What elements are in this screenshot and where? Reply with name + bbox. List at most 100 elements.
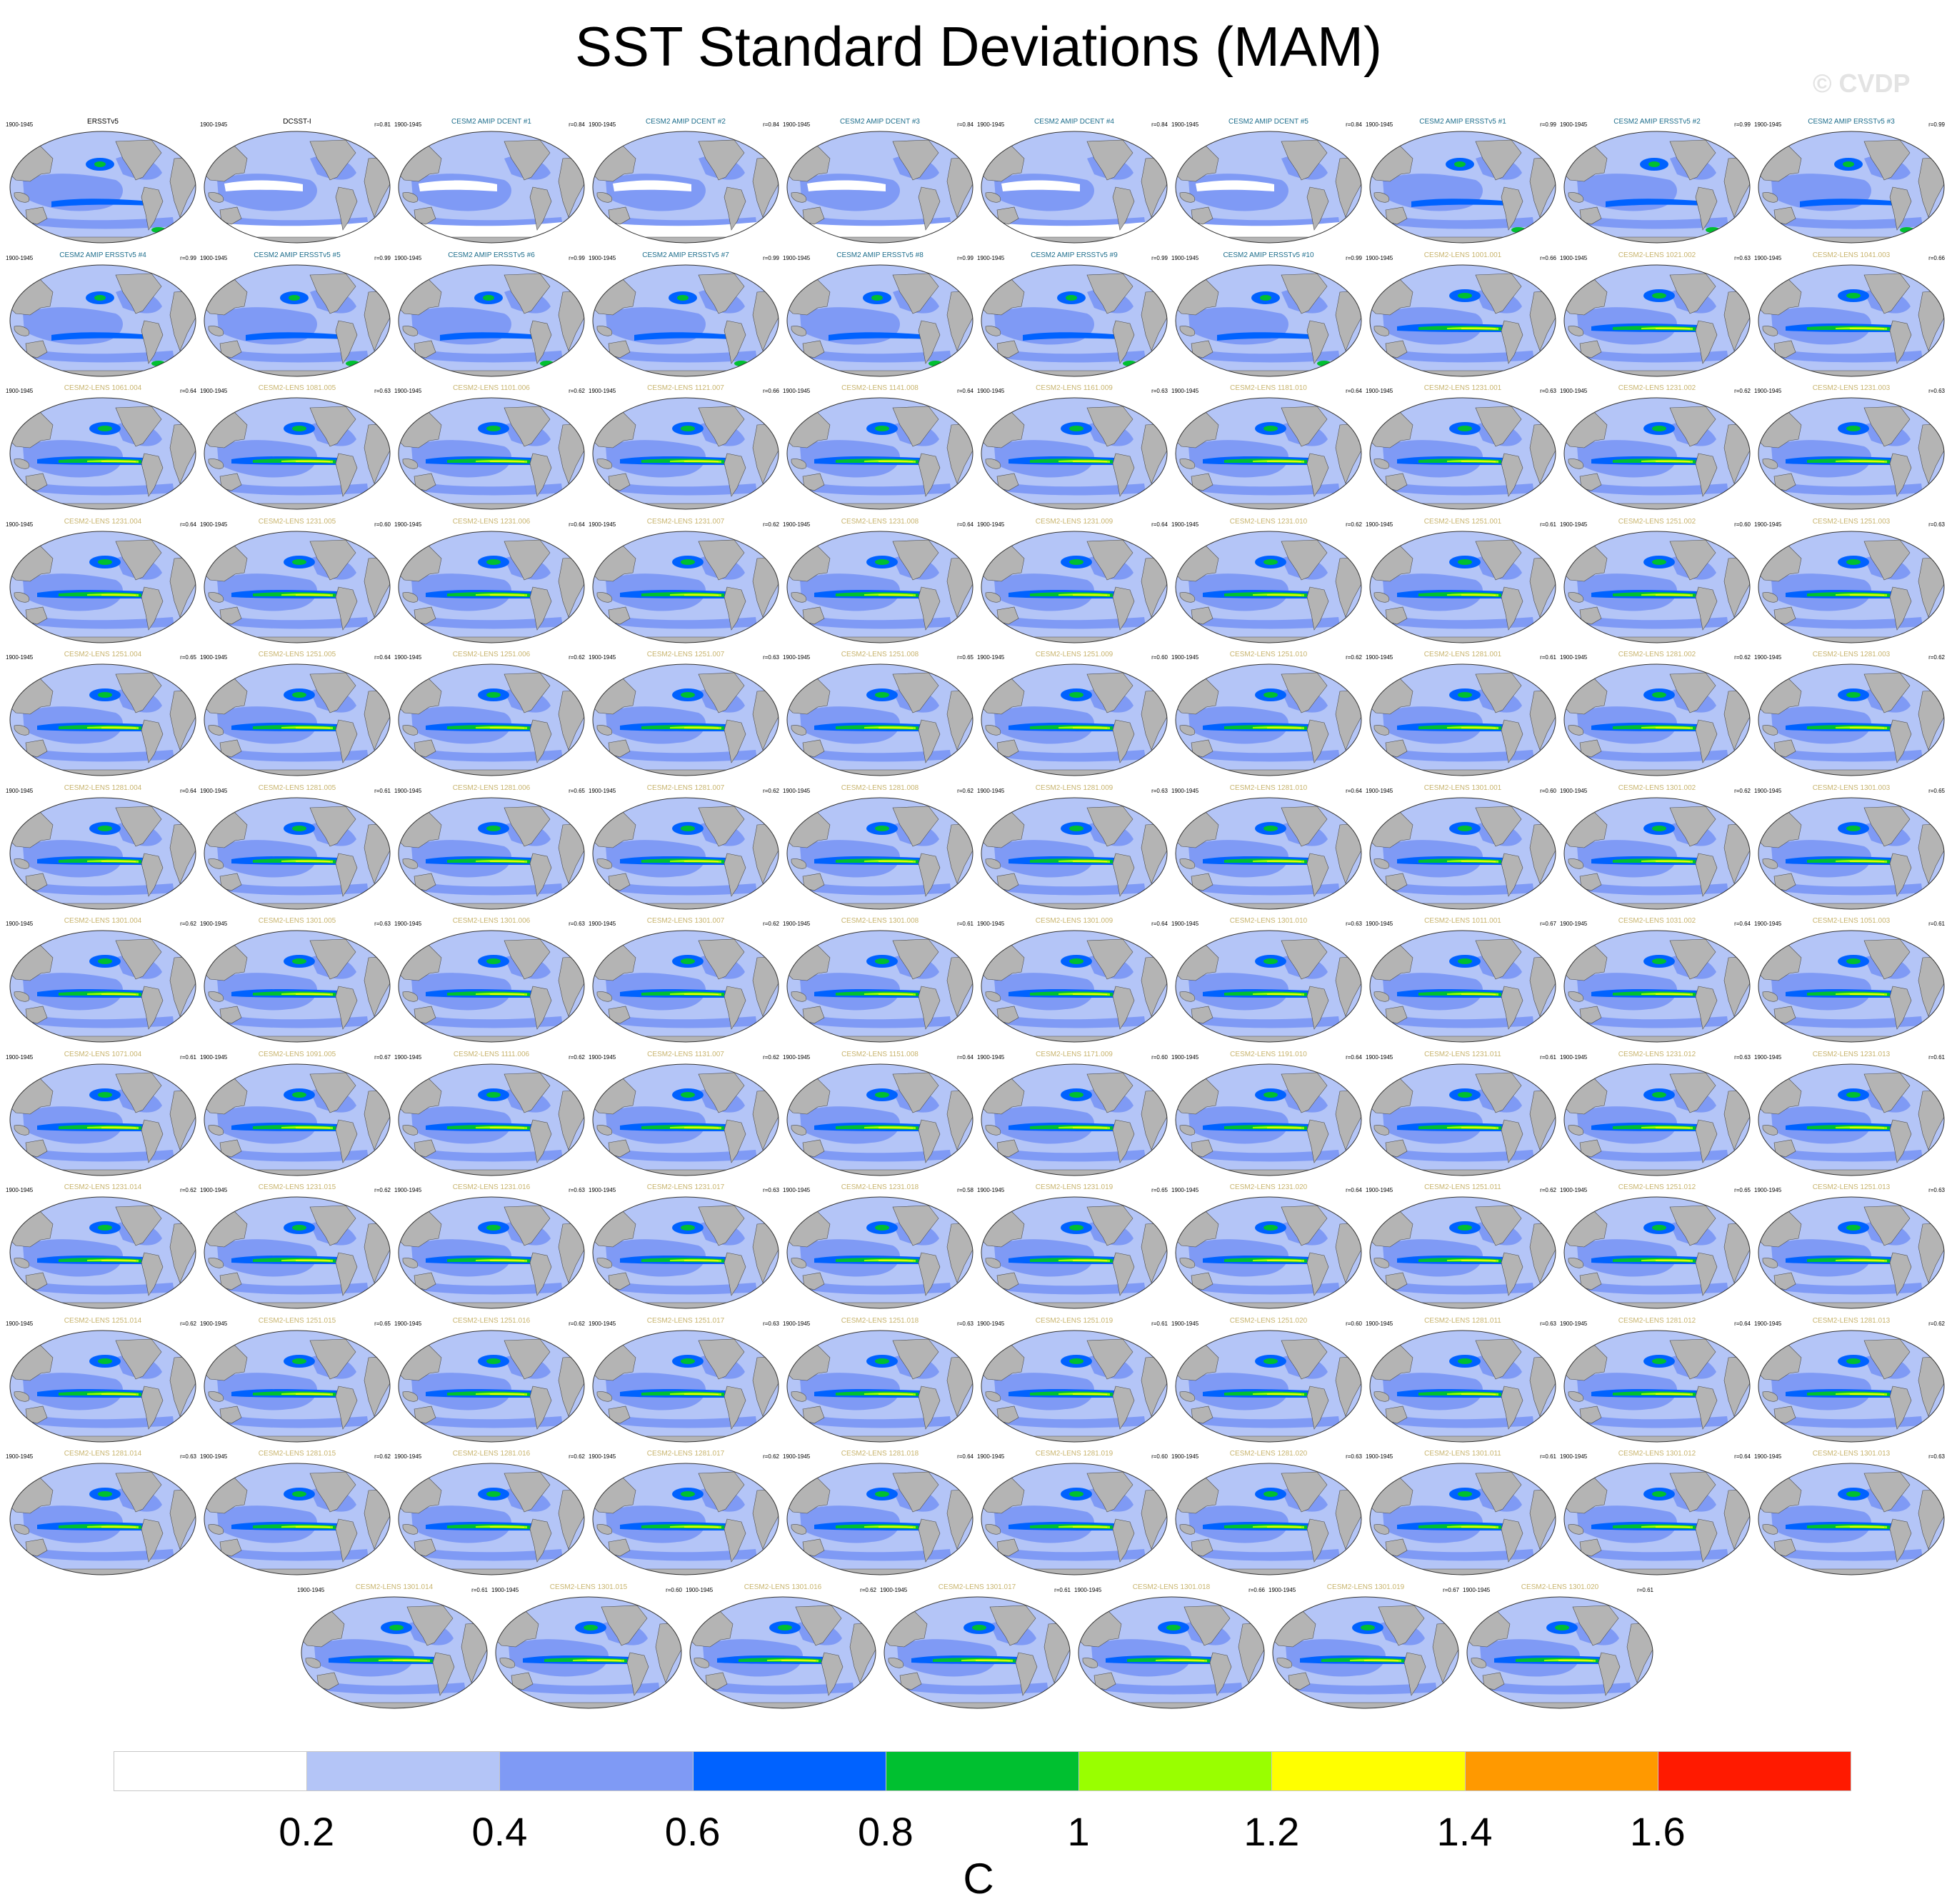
- panel-pattern-correlation: r=0.61: [1928, 1053, 1945, 1061]
- sst-std-map: [1175, 264, 1362, 376]
- panel-case-title: CESM2-LENS 1301.020: [1521, 1583, 1599, 1591]
- sst-std-map: [981, 1196, 1168, 1309]
- map-panel: 1900-1945 CESM2-LENS 1231.017 r=0.63: [589, 1180, 783, 1316]
- sst-std-map: [981, 397, 1168, 510]
- map-panel: 1900-1945 CESM2-LENS 1191.010 r=0.64: [1171, 1047, 1366, 1183]
- panel-period-label: 1900-1945: [783, 1187, 811, 1193]
- sst-std-map: [204, 1330, 391, 1442]
- sst-std-map: [1369, 397, 1556, 510]
- panel-pattern-correlation: r=0.60: [1151, 654, 1168, 661]
- panel-period-label: 1900-1945: [589, 121, 616, 128]
- panel-pattern-correlation: r=0.61: [1540, 521, 1556, 528]
- panel-pattern-correlation: r=0.62: [1540, 1187, 1556, 1193]
- panel-period-label: 1900-1945: [977, 1453, 1005, 1460]
- panel-pattern-correlation: r=0.63: [374, 921, 391, 927]
- map-panel: 1900-1945 CESM2-LENS 1231.008 r=0.64: [783, 514, 977, 650]
- panel-pattern-correlation: r=0.58: [957, 1187, 974, 1193]
- sst-std-map: [398, 397, 585, 510]
- sst-std-map: [786, 1063, 974, 1176]
- panel-period-label: 1900-1945: [6, 1320, 34, 1327]
- panel-pattern-correlation: r=0.61: [374, 787, 391, 794]
- panel-case-title: CESM2-LENS 1301.017: [938, 1583, 1016, 1591]
- map-panel: 1900-1945 CESM2-LENS 1281.013 r=0.62: [1754, 1313, 1948, 1449]
- panel-case-title: CESM2-LENS 1231.020: [1229, 1183, 1308, 1191]
- panel-pattern-correlation: r=0.63: [1928, 521, 1945, 528]
- map-panel: 1900-1945 CESM2 AMIP ERSSTv5 #5 r=0.99: [200, 248, 394, 384]
- sst-std-map: [398, 930, 585, 1043]
- colorbar-tick-label: 1: [1067, 1809, 1090, 1854]
- panel-case-title: CESM2-LENS 1231.009: [1035, 517, 1113, 526]
- panel-pattern-correlation: r=0.65: [957, 654, 974, 661]
- panel-case-title: ERSSTv5: [87, 118, 119, 126]
- sst-std-map: [1563, 264, 1751, 376]
- panel-case-title: CESM2-LENS 1281.012: [1618, 1316, 1696, 1325]
- sst-std-map: [981, 264, 1168, 376]
- map-panel: 1900-1945 CESM2-LENS 1281.001 r=0.61: [1366, 647, 1560, 783]
- map-panel: 1900-1945 CESM2-LENS 1251.007 r=0.63: [589, 647, 783, 783]
- panel-case-title: CESM2-LENS 1281.011: [1424, 1316, 1501, 1325]
- panel-pattern-correlation: r=0.64: [1346, 787, 1362, 794]
- panel-period-label: 1900-1945: [783, 521, 811, 528]
- panel-period-label: 1900-1945: [1560, 1453, 1588, 1460]
- panel-period-label: 1900-1945: [783, 388, 811, 394]
- sst-std-map: [1369, 264, 1556, 376]
- panel-pattern-correlation: r=0.63: [1928, 388, 1945, 394]
- map-panel: 1900-1945 CESM2-LENS 1281.020 r=0.63: [1171, 1446, 1366, 1582]
- panel-case-title: CESM2-LENS 1231.016: [452, 1183, 531, 1191]
- sst-std-map: [9, 930, 196, 1043]
- panel-case-title: CESM2-LENS 1231.019: [1035, 1183, 1113, 1191]
- panel-period-label: 1900-1945: [589, 1053, 616, 1061]
- panel-case-title: CESM2 AMIP ERSSTv5 #3: [1808, 118, 1895, 126]
- panel-case-title: CESM2-LENS 1301.006: [452, 917, 531, 925]
- panel-period-label: 1900-1945: [1754, 1053, 1782, 1061]
- panel-case-title: CESM2-LENS 1251.017: [646, 1316, 725, 1325]
- map-panel: 1900-1945 CESM2-LENS 1061.004 r=0.64: [6, 381, 200, 516]
- panel-period-label: 1900-1945: [589, 787, 616, 794]
- panel-period-label: 1900-1945: [977, 1053, 1005, 1061]
- sst-std-map: [1272, 1596, 1459, 1708]
- panel-period-label: 1900-1945: [394, 654, 422, 661]
- panel-case-title: CESM2-LENS 1231.006: [452, 517, 531, 526]
- map-panel: 1900-1945 CESM2-LENS 1281.006 r=0.65: [394, 781, 589, 916]
- sst-std-map: [1369, 131, 1556, 244]
- panel-period-label: 1900-1945: [6, 1187, 34, 1193]
- panel-case-title: CESM2-LENS 1171.009: [1036, 1050, 1113, 1058]
- map-panel: 1900-1945 CESM2-LENS 1301.011 r=0.61: [1366, 1446, 1560, 1582]
- panel-pattern-correlation: r=0.62: [763, 1053, 779, 1061]
- panel-pattern-correlation: r=0.66: [1248, 1586, 1265, 1593]
- panel-period-label: 1900-1945: [783, 654, 811, 661]
- panel-case-title: CESM2-LENS 1281.007: [646, 783, 725, 792]
- panel-pattern-correlation: r=0.61: [471, 1586, 488, 1593]
- sst-std-map: [786, 1463, 974, 1575]
- sst-std-map: [1563, 1330, 1751, 1442]
- sst-std-map: [1369, 531, 1556, 643]
- sst-std-map: [1369, 1330, 1556, 1442]
- sst-std-map: [9, 397, 196, 510]
- panel-pattern-correlation: r=0.65: [180, 654, 196, 661]
- panel-case-title: CESM2-LENS 1301.004: [64, 917, 142, 925]
- panel-pattern-correlation: r=0.63: [1346, 1453, 1362, 1460]
- panel-pattern-correlation: r=0.65: [374, 1320, 391, 1327]
- panel-pattern-correlation: r=0.60: [1151, 1453, 1168, 1460]
- panel-period-label: 1900-1945: [1366, 121, 1393, 128]
- panel-pattern-correlation: r=0.62: [1928, 654, 1945, 661]
- panel-case-title: CESM2-LENS 1281.013: [1812, 1316, 1891, 1325]
- panel-pattern-correlation: r=0.60: [374, 521, 391, 528]
- panel-case-title: CESM2-LENS 1251.011: [1424, 1183, 1501, 1191]
- map-panel: 1900-1945 CESM2-LENS 1281.018 r=0.64: [783, 1446, 977, 1582]
- panel-case-title: CESM2-LENS 1251.005: [258, 651, 336, 658]
- map-panel: 1900-1945 CESM2-LENS 1231.012 r=0.63: [1560, 1047, 1754, 1183]
- sst-std-map: [1758, 264, 1945, 376]
- panel-case-title: CESM2-LENS 1151.008: [841, 1050, 919, 1058]
- map-panel: 1900-1945 CESM2-LENS 1161.009 r=0.63: [977, 381, 1171, 516]
- panel-pattern-correlation: r=0.63: [763, 654, 779, 661]
- panel-pattern-correlation: r=0.62: [569, 388, 585, 394]
- panel-period-label: 1900-1945: [1171, 1320, 1199, 1327]
- panel-case-title: CESM2-LENS 1131.007: [647, 1050, 724, 1058]
- panel-pattern-correlation: r=0.63: [1346, 921, 1362, 927]
- panel-case-title: CESM2-LENS 1001.001: [1423, 251, 1502, 259]
- panel-period-label: 1900-1945: [200, 521, 228, 528]
- sst-std-map: [592, 663, 779, 776]
- panel-pattern-correlation: r=0.64: [1346, 1053, 1362, 1061]
- sst-std-map: [1175, 797, 1362, 909]
